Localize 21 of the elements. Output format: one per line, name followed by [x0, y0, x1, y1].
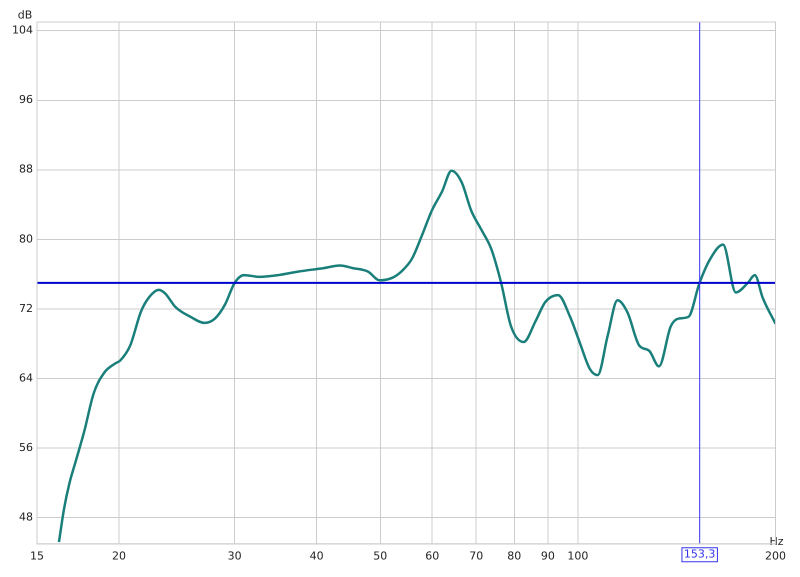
- y-tick-label: 96: [18, 93, 33, 106]
- x-tick-label: 70: [469, 549, 484, 562]
- y-tick-label: 48: [18, 510, 33, 524]
- y-axis-title: dB: [18, 8, 32, 22]
- x-tick-label: 90: [540, 549, 555, 562]
- x-tick-label: 200: [765, 549, 786, 562]
- x-tick-label: 15: [30, 549, 44, 562]
- x-tick-label: 80: [507, 549, 522, 562]
- ref-line-label: 153,3: [684, 548, 716, 561]
- y-tick-label: 56: [18, 440, 33, 454]
- y-tick-label: 72: [18, 302, 33, 315]
- y-tick-label: 64: [18, 371, 33, 384]
- y-tick-label: 88: [18, 162, 33, 176]
- y-tick-label: 80: [18, 232, 33, 246]
- x-tick-label: 60: [425, 549, 440, 562]
- x-tick-label: 40: [310, 549, 324, 562]
- x-tick-label: 50: [373, 549, 388, 562]
- x-tick-label: 100: [567, 549, 588, 562]
- y-tick-label: 104: [12, 24, 33, 37]
- x-tick-label: 30: [228, 549, 242, 562]
- x-tick-label: 20: [112, 549, 126, 562]
